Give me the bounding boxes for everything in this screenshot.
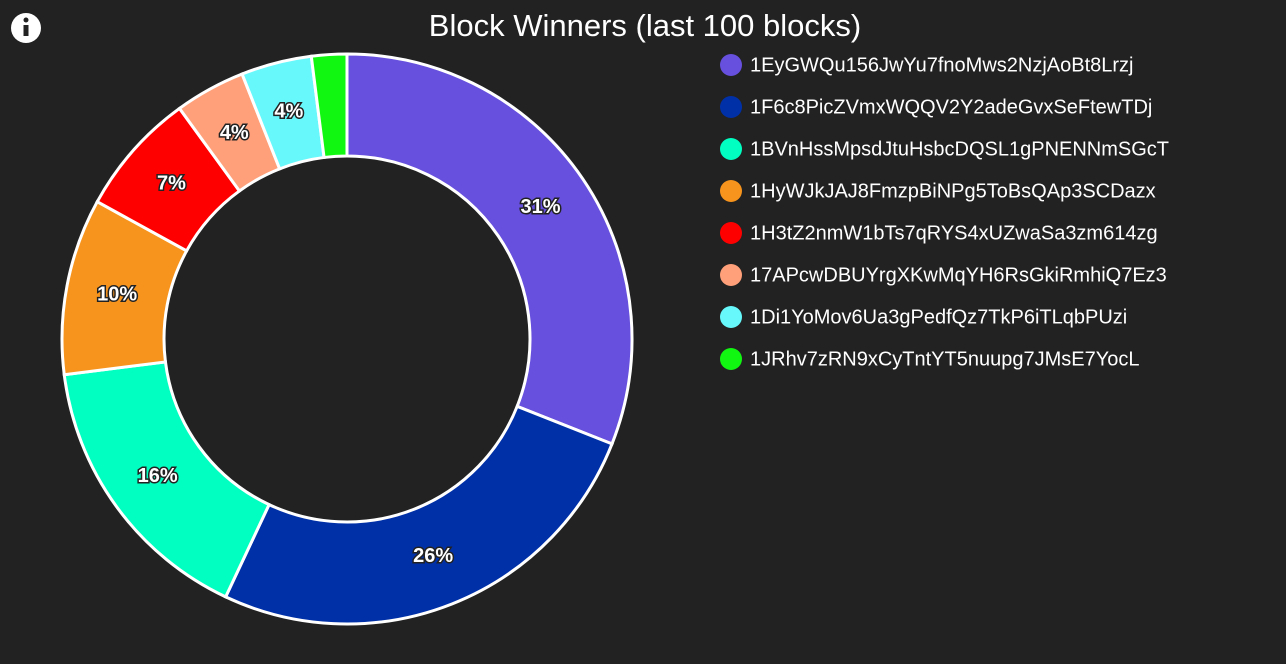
legend-swatch [720, 222, 742, 244]
donut-segment [309, 52, 349, 160]
legend-swatch [720, 54, 742, 76]
legend-label: 1JRhv7zRN9xCyTntYT5nuupg7JMsE7YocL [750, 348, 1139, 370]
data-label: 16% [138, 465, 178, 487]
legend-swatch [720, 306, 742, 328]
legend-label: 1EyGWQu156JwYu7fnoMws2NzjAoBt8Lrzj [750, 54, 1134, 76]
data-label: 4% [220, 122, 249, 144]
legend-swatch [720, 180, 742, 202]
legend-label: 1BVnHssMpsdJtuHsbcDQSL1gPNENNmSGcT [750, 138, 1169, 160]
legend-swatch [720, 138, 742, 160]
data-label: 4% [274, 101, 303, 123]
legend-swatch [720, 96, 742, 118]
data-label: 31% [521, 196, 561, 218]
data-label: 7% [157, 173, 186, 195]
data-label: 26% [413, 545, 453, 567]
info-icon[interactable] [11, 13, 41, 43]
chart-title: Block Winners (last 100 blocks) [429, 8, 861, 43]
data-label: 10% [97, 283, 137, 305]
info-bar [23, 25, 29, 36]
legend-swatch [720, 348, 742, 370]
info-dot [23, 17, 29, 23]
legend-label: 1F6c8PicZVmxWQQV2Y2adeGvxSeFtewTDj [750, 96, 1152, 118]
legend-label: 17APcwDBUYrgXKwMqYH6RsGkiRmhiQ7Ez3 [750, 264, 1167, 286]
donut-segment [345, 52, 634, 446]
legend-label: 1Di1YoMov6Ua3gPedfQz7TkP6iTLqbPUzi [750, 306, 1127, 328]
legend-swatch [720, 264, 742, 286]
legend-label: 1HyWJkJAJ8FmzpBiNPg5ToBsQAp3SCDazx [750, 180, 1156, 202]
donut-segment [223, 404, 614, 626]
legend-label: 1H3tZ2nmW1bTs7qRYS4xUZwaSa3zm614zg [750, 222, 1158, 244]
